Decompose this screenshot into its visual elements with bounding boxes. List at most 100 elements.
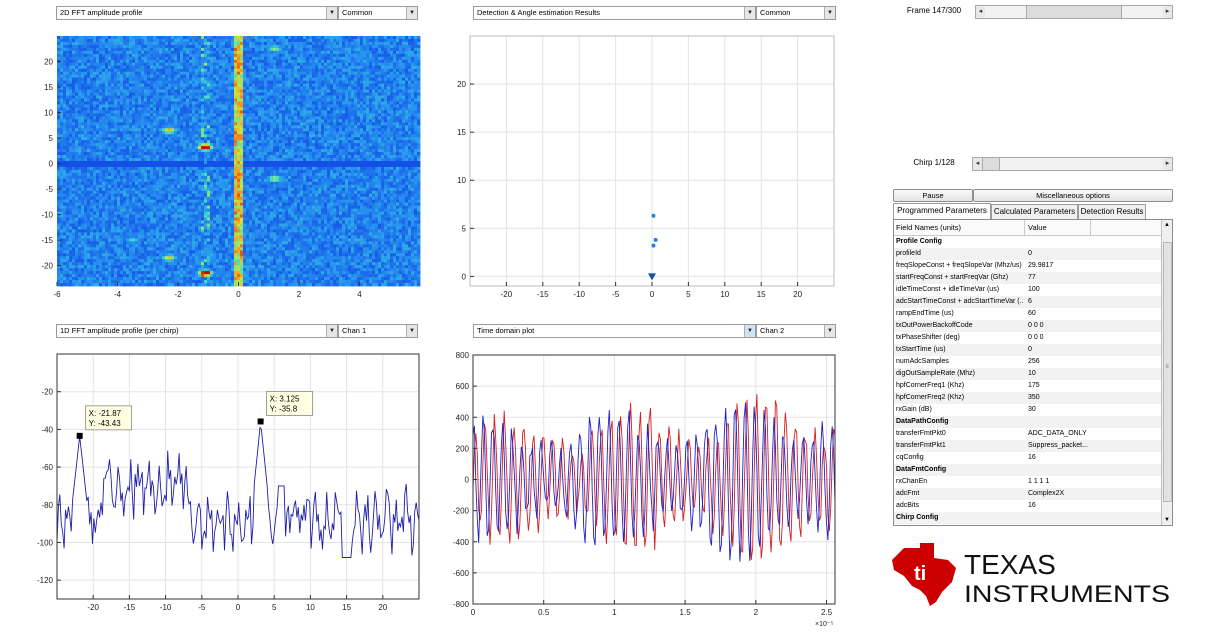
heatmap-cell bbox=[210, 71, 214, 76]
heatmap-cell bbox=[342, 122, 346, 126]
heatmap-cell bbox=[387, 125, 391, 129]
heatmap-cell bbox=[315, 140, 319, 144]
heatmap-cell bbox=[120, 41, 124, 46]
heatmap-cell bbox=[363, 95, 367, 99]
heatmap-cell bbox=[195, 83, 199, 87]
heatmap-cell bbox=[147, 152, 151, 156]
heatmap-cell bbox=[207, 116, 211, 120]
heatmap-cell bbox=[186, 116, 190, 120]
heatmap-cell bbox=[147, 104, 151, 108]
heatmap-cell bbox=[393, 146, 397, 150]
heatmap-cell bbox=[117, 53, 121, 58]
heatmap-cell bbox=[156, 101, 160, 105]
heatmap-cell bbox=[234, 83, 238, 87]
heatmap-cell bbox=[402, 101, 406, 105]
heatmap-cell bbox=[180, 143, 184, 147]
heatmap-cell bbox=[357, 47, 361, 52]
heatmap-cell bbox=[285, 53, 289, 58]
heatmap-cell bbox=[75, 155, 79, 159]
heatmap-cell bbox=[63, 122, 67, 126]
heatmap-cell bbox=[378, 134, 382, 138]
heatmap-cell bbox=[225, 62, 229, 67]
heatmap-cell bbox=[255, 149, 259, 153]
heatmap-cell bbox=[255, 89, 259, 93]
heatmap-cell bbox=[282, 62, 286, 67]
heatmap-cell bbox=[129, 50, 133, 55]
heatmap-cell bbox=[354, 80, 358, 85]
heatmap-cell bbox=[129, 44, 133, 49]
heatmap-cell bbox=[264, 68, 268, 73]
heatmap-cell bbox=[60, 50, 64, 55]
fft2d-channel-select[interactable]: Common ▼ bbox=[338, 6, 418, 20]
heatmap-cell bbox=[402, 95, 406, 99]
heatmap-cell bbox=[384, 128, 388, 132]
heatmap-cell bbox=[201, 143, 205, 147]
heatmap-cell bbox=[360, 86, 364, 90]
fft2d-plot-select[interactable]: 2D FFT amplitude profile ▼ bbox=[56, 6, 338, 20]
heatmap-cell bbox=[369, 89, 373, 93]
heatmap-cell bbox=[69, 137, 73, 141]
heatmap-cell bbox=[225, 95, 229, 99]
heatmap-cell bbox=[81, 131, 85, 135]
heatmap-cell bbox=[411, 89, 415, 93]
heatmap-cell bbox=[186, 74, 190, 79]
heatmap-cell bbox=[90, 92, 94, 96]
heatmap-cell bbox=[279, 86, 283, 90]
heatmap-cell bbox=[132, 80, 136, 85]
heatmap-cell bbox=[126, 110, 130, 114]
heatmap-cell bbox=[240, 47, 244, 52]
heatmap-cell bbox=[258, 98, 262, 102]
heatmap-cell bbox=[204, 146, 208, 150]
heatmap-cell bbox=[96, 44, 100, 49]
heatmap-cell bbox=[207, 38, 211, 43]
heatmap-cell bbox=[285, 80, 289, 85]
heatmap-cell bbox=[120, 140, 124, 144]
heatmap-cell bbox=[297, 152, 301, 156]
heatmap-cell bbox=[414, 125, 418, 129]
heatmap-cell bbox=[396, 143, 400, 147]
heatmap-cell bbox=[90, 80, 94, 85]
heatmap-cell bbox=[297, 41, 301, 46]
heatmap-cell bbox=[177, 104, 181, 108]
heatmap-cell bbox=[330, 146, 334, 150]
heatmap-cell bbox=[216, 149, 220, 153]
heatmap-cell bbox=[411, 122, 415, 126]
heatmap-cell bbox=[99, 140, 103, 144]
heatmap-cell bbox=[324, 53, 328, 58]
heatmap-cell bbox=[333, 41, 337, 46]
chevron-down-icon[interactable]: ▼ bbox=[326, 7, 337, 19]
heatmap-cell bbox=[231, 77, 235, 82]
heatmap-cell bbox=[330, 89, 334, 93]
heatmap-cell bbox=[147, 155, 151, 159]
heatmap-cell bbox=[132, 71, 136, 76]
heatmap-cell bbox=[168, 146, 172, 150]
heatmap-cell bbox=[336, 119, 340, 123]
heatmap-cell bbox=[144, 146, 148, 150]
heatmap-cell bbox=[402, 128, 406, 132]
heatmap-cell bbox=[207, 152, 211, 156]
chevron-down-icon[interactable]: ▼ bbox=[406, 7, 417, 19]
heatmap-cell bbox=[324, 98, 328, 102]
heatmap-cell bbox=[285, 83, 289, 87]
heatmap-cell bbox=[84, 86, 88, 90]
heatmap-cell bbox=[354, 92, 358, 96]
heatmap-cell bbox=[294, 47, 298, 52]
heatmap-cell bbox=[276, 68, 280, 73]
heatmap-cell bbox=[132, 74, 136, 79]
heatmap-cell bbox=[324, 47, 328, 52]
heatmap-cell bbox=[180, 65, 184, 70]
heatmap-cell bbox=[63, 59, 67, 64]
heatmap-cell bbox=[273, 131, 277, 135]
heatmap-cell bbox=[324, 50, 328, 55]
heatmap-cell bbox=[141, 44, 145, 49]
heatmap-cell bbox=[135, 128, 139, 132]
heatmap-cell bbox=[306, 36, 310, 40]
heatmap-cell bbox=[417, 74, 421, 79]
heatmap-cell bbox=[393, 104, 397, 108]
heatmap-cell bbox=[126, 56, 130, 61]
heatmap-cell bbox=[390, 95, 394, 99]
heatmap-cell bbox=[258, 50, 262, 55]
heatmap-cell bbox=[393, 98, 397, 102]
heatmap-cell bbox=[357, 128, 361, 132]
